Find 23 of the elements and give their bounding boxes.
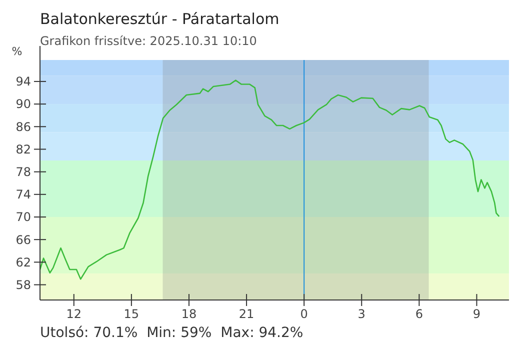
x-tick-label: 15: [124, 307, 140, 321]
y-tick-label: 66: [16, 232, 31, 247]
line-series: [40, 80, 500, 280]
y-tick-label: 90: [16, 97, 31, 112]
x-tick-label: 6: [415, 307, 423, 321]
x-tick-label: 9: [472, 307, 481, 321]
text: Utolsó: 70.1% Min: 59% Max: 94.2%: [40, 325, 304, 341]
x-tick-label: 18: [181, 307, 197, 321]
y-tick-label: 58: [16, 278, 31, 292]
chart-subtitle: Grafikon frissítve: 2025.10.31 10:10: [40, 34, 257, 48]
y-tick-label: 86: [16, 120, 31, 134]
y-tick-label: 78: [16, 165, 31, 180]
x-tick-label: 12: [66, 307, 82, 321]
y-axis-title: %: [12, 45, 22, 58]
y-tick-label: 62: [16, 255, 31, 270]
chart-title: Balatonkeresztúr - Páratartalom: [40, 10, 280, 28]
x-tick-label: 3: [358, 307, 366, 321]
x-tick-label: 21: [238, 307, 254, 321]
y-tick-label: 94: [16, 74, 31, 89]
y-tick-label: 74: [16, 188, 31, 202]
y-tick-label: 70: [16, 210, 31, 224]
y-tick-label: 82: [16, 142, 31, 156]
x-tick-label: 0: [300, 307, 308, 321]
